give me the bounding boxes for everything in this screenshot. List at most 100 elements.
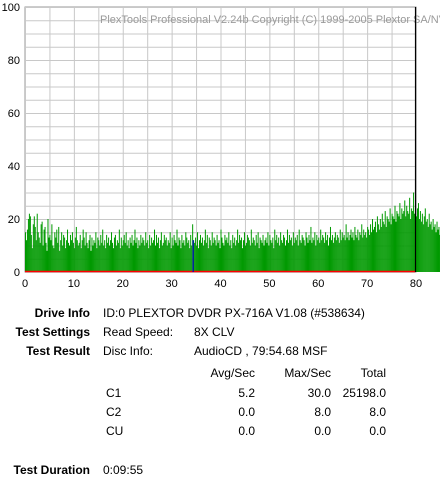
c1-bar: [291, 245, 293, 272]
c1-bar: [112, 248, 114, 272]
c1-bar: [97, 237, 99, 272]
c1-bar: [30, 234, 32, 272]
c1-bar: [69, 234, 71, 272]
y-tick-label: 40: [8, 161, 20, 173]
c1-bar: [96, 248, 98, 272]
c1-bar: [329, 237, 330, 272]
c1-bar: [26, 229, 28, 272]
c1-bar: [380, 226, 382, 272]
c1-bar: [177, 245, 179, 272]
c1-bar: [340, 240, 342, 272]
c1-bar: [87, 248, 89, 272]
c1-bar: [111, 232, 113, 272]
c1-bar: [125, 232, 127, 272]
c1-bar: [151, 237, 153, 272]
c1-bar: [88, 240, 90, 272]
c1-bar: [148, 248, 150, 272]
row-c1-name: C1: [106, 386, 122, 400]
c1-bar: [372, 219, 374, 272]
c1-bar: [332, 242, 334, 272]
c1-bar: [235, 245, 237, 272]
y-tick-label: 100: [2, 2, 20, 14]
c1-bar: [64, 237, 66, 272]
c1-bar: [301, 234, 303, 272]
header-total: Total: [360, 366, 386, 380]
error-rate-chart: PlexTools Professional V2.24b Copyright …: [2, 2, 440, 290]
c1-bar: [350, 229, 352, 272]
c1-bar: [242, 248, 244, 272]
row-cu-avg: 0.0: [238, 424, 255, 438]
c1-bar: [78, 242, 80, 272]
c1-bar: [160, 232, 162, 272]
c1-bar: [361, 224, 363, 272]
c1-bar: [348, 240, 350, 272]
c1-bar: [223, 245, 225, 272]
c1-bar: [112, 242, 113, 272]
c1-bar: [243, 232, 245, 272]
c1-bar: [400, 219, 402, 272]
c1-bar: [323, 237, 325, 272]
c1-bar: [212, 242, 214, 272]
c1-bar: [43, 229, 45, 272]
disc-info-key: Disc Info:: [103, 344, 154, 358]
c1-bar: [226, 237, 228, 272]
c1-bar: [302, 237, 304, 272]
c1-bar: [202, 245, 204, 272]
c1-bar: [325, 232, 327, 272]
c1-bar: [431, 229, 433, 272]
c1-bar: [86, 242, 88, 272]
c1-bar: [45, 242, 47, 272]
c1-bar: [317, 240, 319, 272]
c1-bar: [285, 245, 287, 272]
c1-bar: [183, 240, 185, 272]
c1-bar: [134, 229, 136, 272]
c1-bar: [337, 237, 339, 272]
c1-bar: [184, 245, 186, 272]
c1-bar: [438, 226, 440, 272]
c1-bar: [263, 245, 265, 272]
c1-bar: [367, 226, 369, 272]
c1-bar: [207, 248, 209, 272]
c1-bar: [298, 229, 300, 272]
c1-bar: [186, 237, 188, 272]
c1-bar: [200, 242, 202, 272]
c1-bar: [196, 245, 198, 272]
c1-bar: [428, 213, 430, 272]
c1-bar: [411, 208, 413, 272]
c1-bar: [191, 245, 193, 272]
c1-bar: [423, 216, 425, 272]
c1-bar: [138, 240, 140, 272]
x-tick-label: 0: [22, 278, 28, 290]
c1-bar: [216, 234, 218, 272]
c1-bar: [371, 232, 373, 272]
x-tick-label: 50: [263, 278, 275, 290]
c1-bar: [344, 240, 346, 272]
c1-bar: [278, 237, 280, 272]
c1-bar: [229, 245, 231, 272]
c1-bar: [137, 248, 139, 272]
c1-bar: [407, 211, 409, 272]
x-tick-label: 80: [410, 278, 422, 290]
c1-bar: [119, 248, 121, 272]
c1-bar: [56, 229, 58, 272]
y-tick-label: 20: [8, 214, 20, 226]
c1-bar: [334, 232, 336, 272]
c1-bar: [288, 234, 290, 272]
c1-bar: [280, 232, 282, 272]
c1-bar: [294, 237, 296, 272]
c1-bar: [437, 229, 439, 272]
c1-bar: [28, 213, 30, 272]
c1-bar: [284, 237, 286, 272]
row-cu-name: CU: [106, 424, 124, 438]
c1-bar: [427, 226, 429, 272]
c1-bar: [245, 242, 247, 272]
test-result-label: Test Result: [26, 344, 90, 358]
c1-bar: [419, 211, 421, 272]
c1-bar: [357, 229, 359, 272]
c1-bar: [316, 234, 318, 272]
c1-bar: [113, 237, 115, 272]
c1-bar: [241, 237, 243, 272]
c1-bar: [305, 232, 307, 272]
x-tick-label: 10: [68, 278, 80, 290]
c1-bar: [368, 229, 370, 272]
